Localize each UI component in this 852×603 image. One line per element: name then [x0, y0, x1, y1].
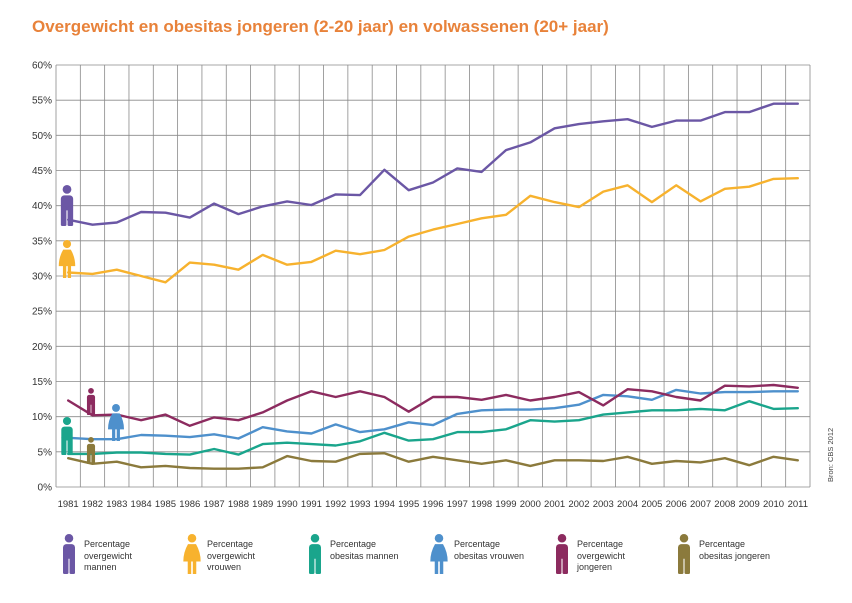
legend-label: Percentage obesitas jongeren — [699, 539, 771, 561]
series-figure-2-woman-icon — [58, 240, 76, 278]
x-tick-label: 1995 — [398, 499, 419, 510]
x-tick-label: 1996 — [422, 499, 443, 510]
x-tick-label: 1993 — [349, 499, 370, 510]
x-tick-label: 1998 — [471, 499, 492, 510]
x-tick-label: 2001 — [544, 499, 565, 510]
x-tick-label: 2008 — [714, 499, 735, 510]
series-line-3 — [66, 400, 799, 456]
chart-title: Overgewicht en obesitas jongeren (2-20 j… — [32, 17, 609, 36]
series-figure-5-man-icon — [86, 388, 96, 415]
y-tick-label: 20% — [32, 342, 52, 353]
y-tick-label: 0% — [38, 483, 53, 494]
series-line-1 — [66, 102, 799, 226]
line-chart: 0% 5% 10% 15% 20% 25% 30% 35% 40% 45% 50% 55% 60% 19… — [32, 61, 811, 510]
y-tick-label: 10% — [32, 412, 52, 423]
x-tick-label: 2000 — [520, 499, 541, 510]
x-tick-label: 2002 — [568, 499, 589, 510]
chart-grid — [55, 64, 811, 488]
x-tick-label: 1990 — [276, 499, 297, 510]
legend-man-icon — [678, 534, 690, 574]
y-tick-label: 50% — [32, 131, 52, 142]
legend-figure-5 — [556, 534, 568, 574]
legend-figure-4 — [430, 534, 448, 574]
legend-figure-3 — [309, 534, 321, 574]
legend-figure-6 — [678, 534, 690, 574]
x-tick-label: 1986 — [179, 499, 200, 510]
series-line-6 — [66, 452, 799, 470]
x-tick-label: 2005 — [641, 499, 662, 510]
y-tick-label: 15% — [32, 377, 52, 388]
y-tick-label: 55% — [32, 96, 52, 107]
series-line-4 — [66, 388, 799, 441]
x-tick-label: 1983 — [106, 499, 127, 510]
legend-man-icon — [309, 534, 321, 574]
y-tick-label: 40% — [32, 201, 52, 212]
x-tick-label: 2007 — [690, 499, 711, 510]
legend-figure-1 — [63, 534, 75, 574]
legend-woman-icon — [183, 534, 201, 574]
legend-figure-2 — [183, 534, 201, 574]
series-figure-icons — [58, 185, 125, 464]
x-tick-label: 2011 — [788, 499, 808, 510]
x-tick-label: 2004 — [617, 499, 638, 510]
y-tick-label: 60% — [32, 61, 52, 72]
y-tick-label: 30% — [32, 272, 52, 283]
y-tick-label: 35% — [32, 236, 52, 247]
legend-label: Percentage overgewicht jongeren — [577, 539, 626, 572]
series-lines — [66, 102, 799, 470]
x-tick-label: 1999 — [495, 499, 516, 510]
legend-label: Percentage overgewicht vrouwen — [207, 539, 256, 572]
y-tick-label: 5% — [38, 447, 53, 458]
source-note: Bron: CBS 2012 — [826, 427, 835, 482]
x-tick-label: 1987 — [204, 499, 225, 510]
legend-woman-icon — [430, 534, 448, 574]
x-tick-label: 1985 — [155, 499, 176, 510]
legend-man-icon — [556, 534, 568, 574]
y-tick-label: 45% — [32, 166, 52, 177]
legend-label: Percentage obesitas vrouwen — [454, 539, 525, 561]
series-figure-3-man-icon — [61, 417, 73, 455]
x-tick-label: 1982 — [82, 499, 103, 510]
x-tick-label: 2009 — [739, 499, 760, 510]
series-figure-4-woman-icon — [107, 404, 125, 441]
y-tick-label: 25% — [32, 307, 52, 318]
x-tick-label: 1991 — [301, 499, 322, 510]
x-tick-label: 2003 — [593, 499, 614, 510]
x-tick-label: 1984 — [131, 499, 152, 510]
x-tick-label: 1997 — [447, 499, 468, 510]
x-axis-ticks: 1981 1982 1983 1984 1985 1986 1987 1988 1989 1990… — [58, 499, 808, 510]
x-tick-label: 1981 — [58, 499, 79, 510]
x-tick-label: 2006 — [666, 499, 687, 510]
legend-label: Percentage overgewicht mannen — [84, 539, 133, 572]
x-tick-label: 1992 — [325, 499, 346, 510]
x-tick-label: 1994 — [374, 499, 395, 510]
series-figure-6-man-icon — [86, 437, 96, 464]
x-tick-label: 1989 — [252, 499, 273, 510]
x-tick-label: 2010 — [763, 499, 784, 510]
series-line-2 — [66, 176, 799, 284]
y-axis-ticks: 0% 5% 10% 15% 20% 25% 30% 35% 40% 45% 50% 55% 60% — [32, 61, 52, 494]
x-tick-label: 1988 — [228, 499, 249, 510]
legend-man-icon — [63, 534, 75, 574]
series-figure-1-man-icon — [60, 185, 74, 226]
legend-label: Percentage obesitas mannen — [330, 539, 399, 561]
series-line-5 — [66, 383, 799, 427]
